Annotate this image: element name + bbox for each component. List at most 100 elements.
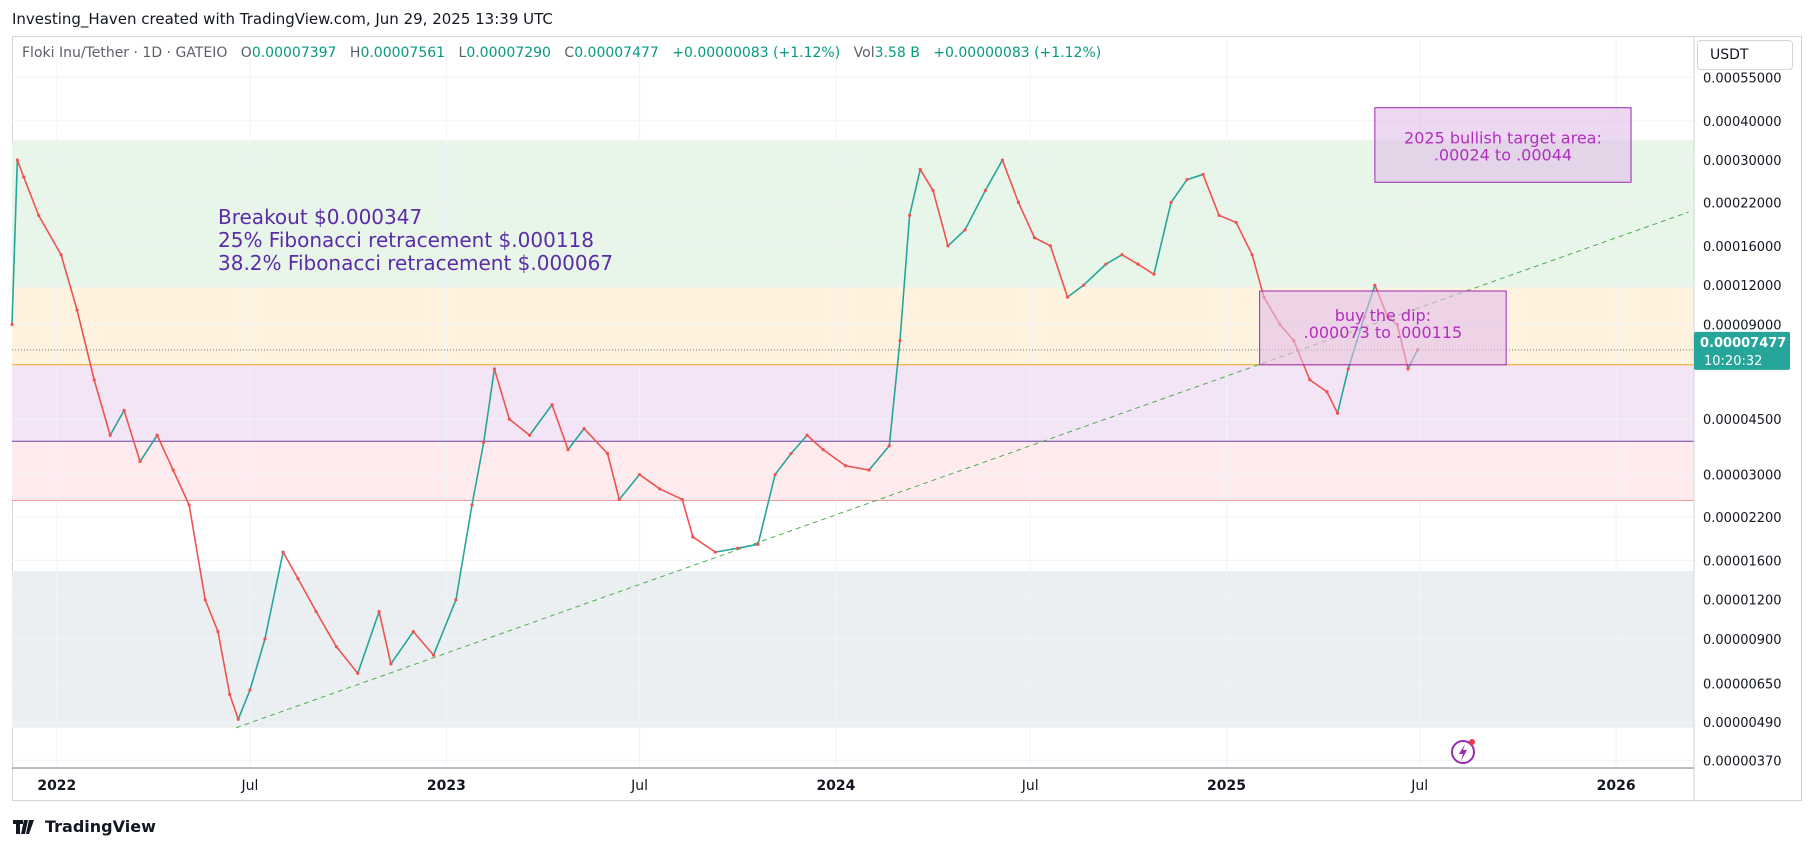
price-tick-label: 0.00016000	[1703, 240, 1782, 255]
price-tick-label: 0.00022000	[1703, 196, 1782, 211]
price-segment	[264, 551, 284, 640]
price-point	[843, 464, 848, 468]
events-lightning-icon[interactable]	[1451, 739, 1475, 764]
time-tick-label: 2023	[427, 778, 466, 794]
price-segment	[551, 404, 569, 450]
price-segment	[156, 434, 174, 471]
price-segment	[606, 453, 621, 500]
price-segment	[228, 694, 240, 720]
price-segment	[659, 488, 683, 501]
price-segment	[908, 169, 922, 216]
target-box-label-0: 2025 bullish target area:	[1404, 129, 1602, 148]
price-point	[983, 188, 987, 193]
tradingview-logo[interactable]: TradingView	[13, 817, 156, 836]
price-point	[92, 378, 96, 382]
time-tick-label: 2025	[1207, 778, 1246, 794]
price-segment	[639, 473, 661, 490]
price-point	[1104, 262, 1108, 266]
symbol-label[interactable]: Floki Inu/Tether · 1D · GATEIO	[22, 45, 228, 61]
time-tick-label: Jul	[241, 778, 259, 794]
price-point	[1032, 236, 1037, 240]
price-point	[637, 472, 642, 477]
price-point	[756, 542, 760, 546]
price-segment	[493, 368, 511, 420]
price-segment	[432, 599, 457, 656]
time-tick-label: Jul	[630, 778, 648, 794]
price-point	[773, 472, 777, 477]
notification-dot	[1469, 739, 1475, 745]
price-point	[216, 630, 220, 634]
price-point	[528, 433, 532, 437]
price-tick-label: 0.00001600	[1703, 554, 1782, 569]
price-segment	[919, 169, 934, 191]
price-point	[963, 228, 967, 232]
price-tick-label: 0.00030000	[1703, 154, 1782, 169]
price-tick-label: 0.00000490	[1703, 716, 1782, 731]
price-segment	[1153, 202, 1172, 275]
price-segment	[335, 646, 359, 674]
price-point	[59, 253, 63, 257]
price-segment	[60, 254, 78, 311]
price-segment	[188, 504, 206, 600]
price-point	[713, 550, 717, 554]
price-segment	[123, 410, 141, 462]
price-point	[805, 433, 809, 437]
price-segment	[237, 689, 251, 720]
price-segment	[964, 190, 987, 231]
price-tick-label: 0.00000900	[1703, 633, 1782, 648]
price-point	[680, 497, 684, 502]
chart-byline: Investing_Haven created with TradingView…	[12, 10, 553, 28]
price-segment	[1001, 159, 1020, 203]
price-segment	[899, 215, 911, 341]
price-point	[931, 188, 935, 193]
price-point	[736, 546, 740, 550]
dip-box	[1259, 290, 1507, 366]
price-segment	[947, 229, 966, 247]
price-point	[907, 213, 912, 218]
fib-annotation-line-1: 25% Fibonacci retracement $.000118	[218, 228, 594, 252]
volume-label: Vol	[853, 45, 875, 61]
price-segment	[1049, 245, 1069, 298]
price-point	[821, 448, 825, 452]
price-point	[566, 448, 570, 452]
price-point	[1152, 272, 1156, 276]
price-point	[691, 535, 695, 539]
price-segment	[1170, 179, 1188, 203]
currency-selector-button[interactable]: USDT	[1697, 40, 1793, 70]
price-segment	[455, 504, 473, 600]
price-tick-label: 0.00000370	[1703, 754, 1782, 769]
price-segment	[1017, 202, 1036, 238]
price-segment	[790, 434, 808, 455]
target-box	[1374, 107, 1632, 183]
open-value: 0.00007397	[251, 45, 337, 61]
price-point	[887, 444, 891, 448]
price-segment	[1121, 254, 1139, 265]
price-segment	[217, 631, 231, 695]
price-tick-label: 0.00004500	[1703, 413, 1782, 428]
target-box-label-1: .00024 to .00044	[1434, 146, 1572, 165]
price-point	[334, 645, 339, 649]
price-segment	[888, 340, 901, 446]
price-segment	[932, 190, 949, 247]
price-segment	[1251, 254, 1265, 298]
price-tick-label: 0.00055000	[1703, 71, 1782, 86]
price-point	[1373, 283, 1377, 287]
price-point	[550, 403, 554, 407]
price-segment	[1082, 263, 1107, 286]
price-segment	[1336, 368, 1349, 414]
price-point	[1346, 367, 1350, 371]
high-value: 0.00007561	[360, 45, 446, 61]
fib-zone-4	[12, 571, 1694, 728]
price-segment	[1034, 236, 1051, 247]
price-point	[482, 440, 486, 444]
fib-annotation-line-0: Breakout $0.000347	[218, 205, 422, 229]
price-segment	[1218, 214, 1237, 224]
price-segment	[1137, 263, 1155, 275]
price-point	[37, 213, 41, 218]
price-segment	[774, 453, 792, 476]
close-label: C	[564, 45, 575, 61]
price-tag-value: 0.00007477	[1700, 336, 1786, 351]
price-point	[1335, 411, 1340, 415]
price-point	[1201, 172, 1205, 177]
